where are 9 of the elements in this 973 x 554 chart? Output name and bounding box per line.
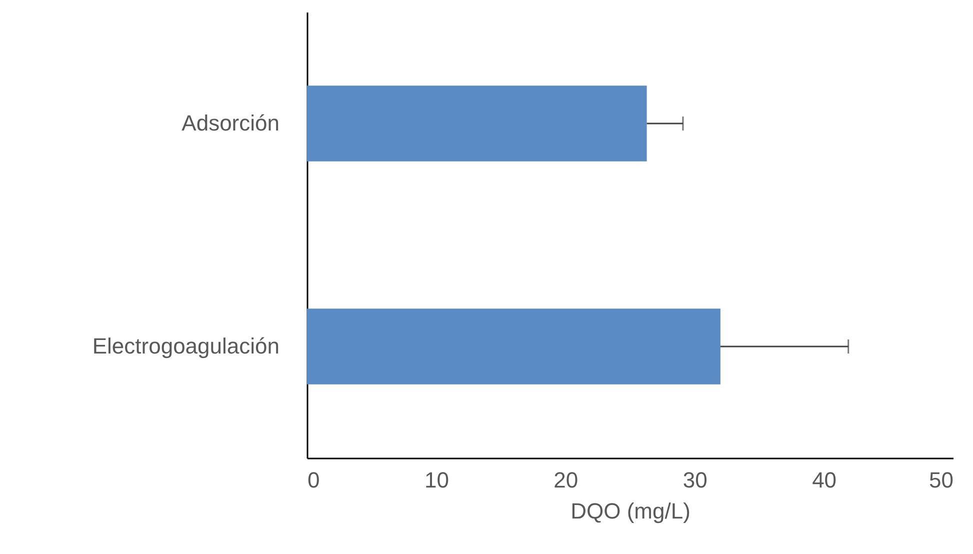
y-tick-label: Adsorción [182,110,280,136]
x-tick-label: 50 [929,468,954,492]
y-tick-label: Electrogoagulación [92,334,280,358]
x-tick-label: 10 [424,468,449,492]
x-tick-label: 30 [682,468,708,492]
x-tick-label: 20 [554,468,578,492]
x-axis-title: DQO (mg/L) [570,498,690,524]
x-tick-label: 40 [812,468,837,492]
x-tick-label: 0 [308,468,320,492]
